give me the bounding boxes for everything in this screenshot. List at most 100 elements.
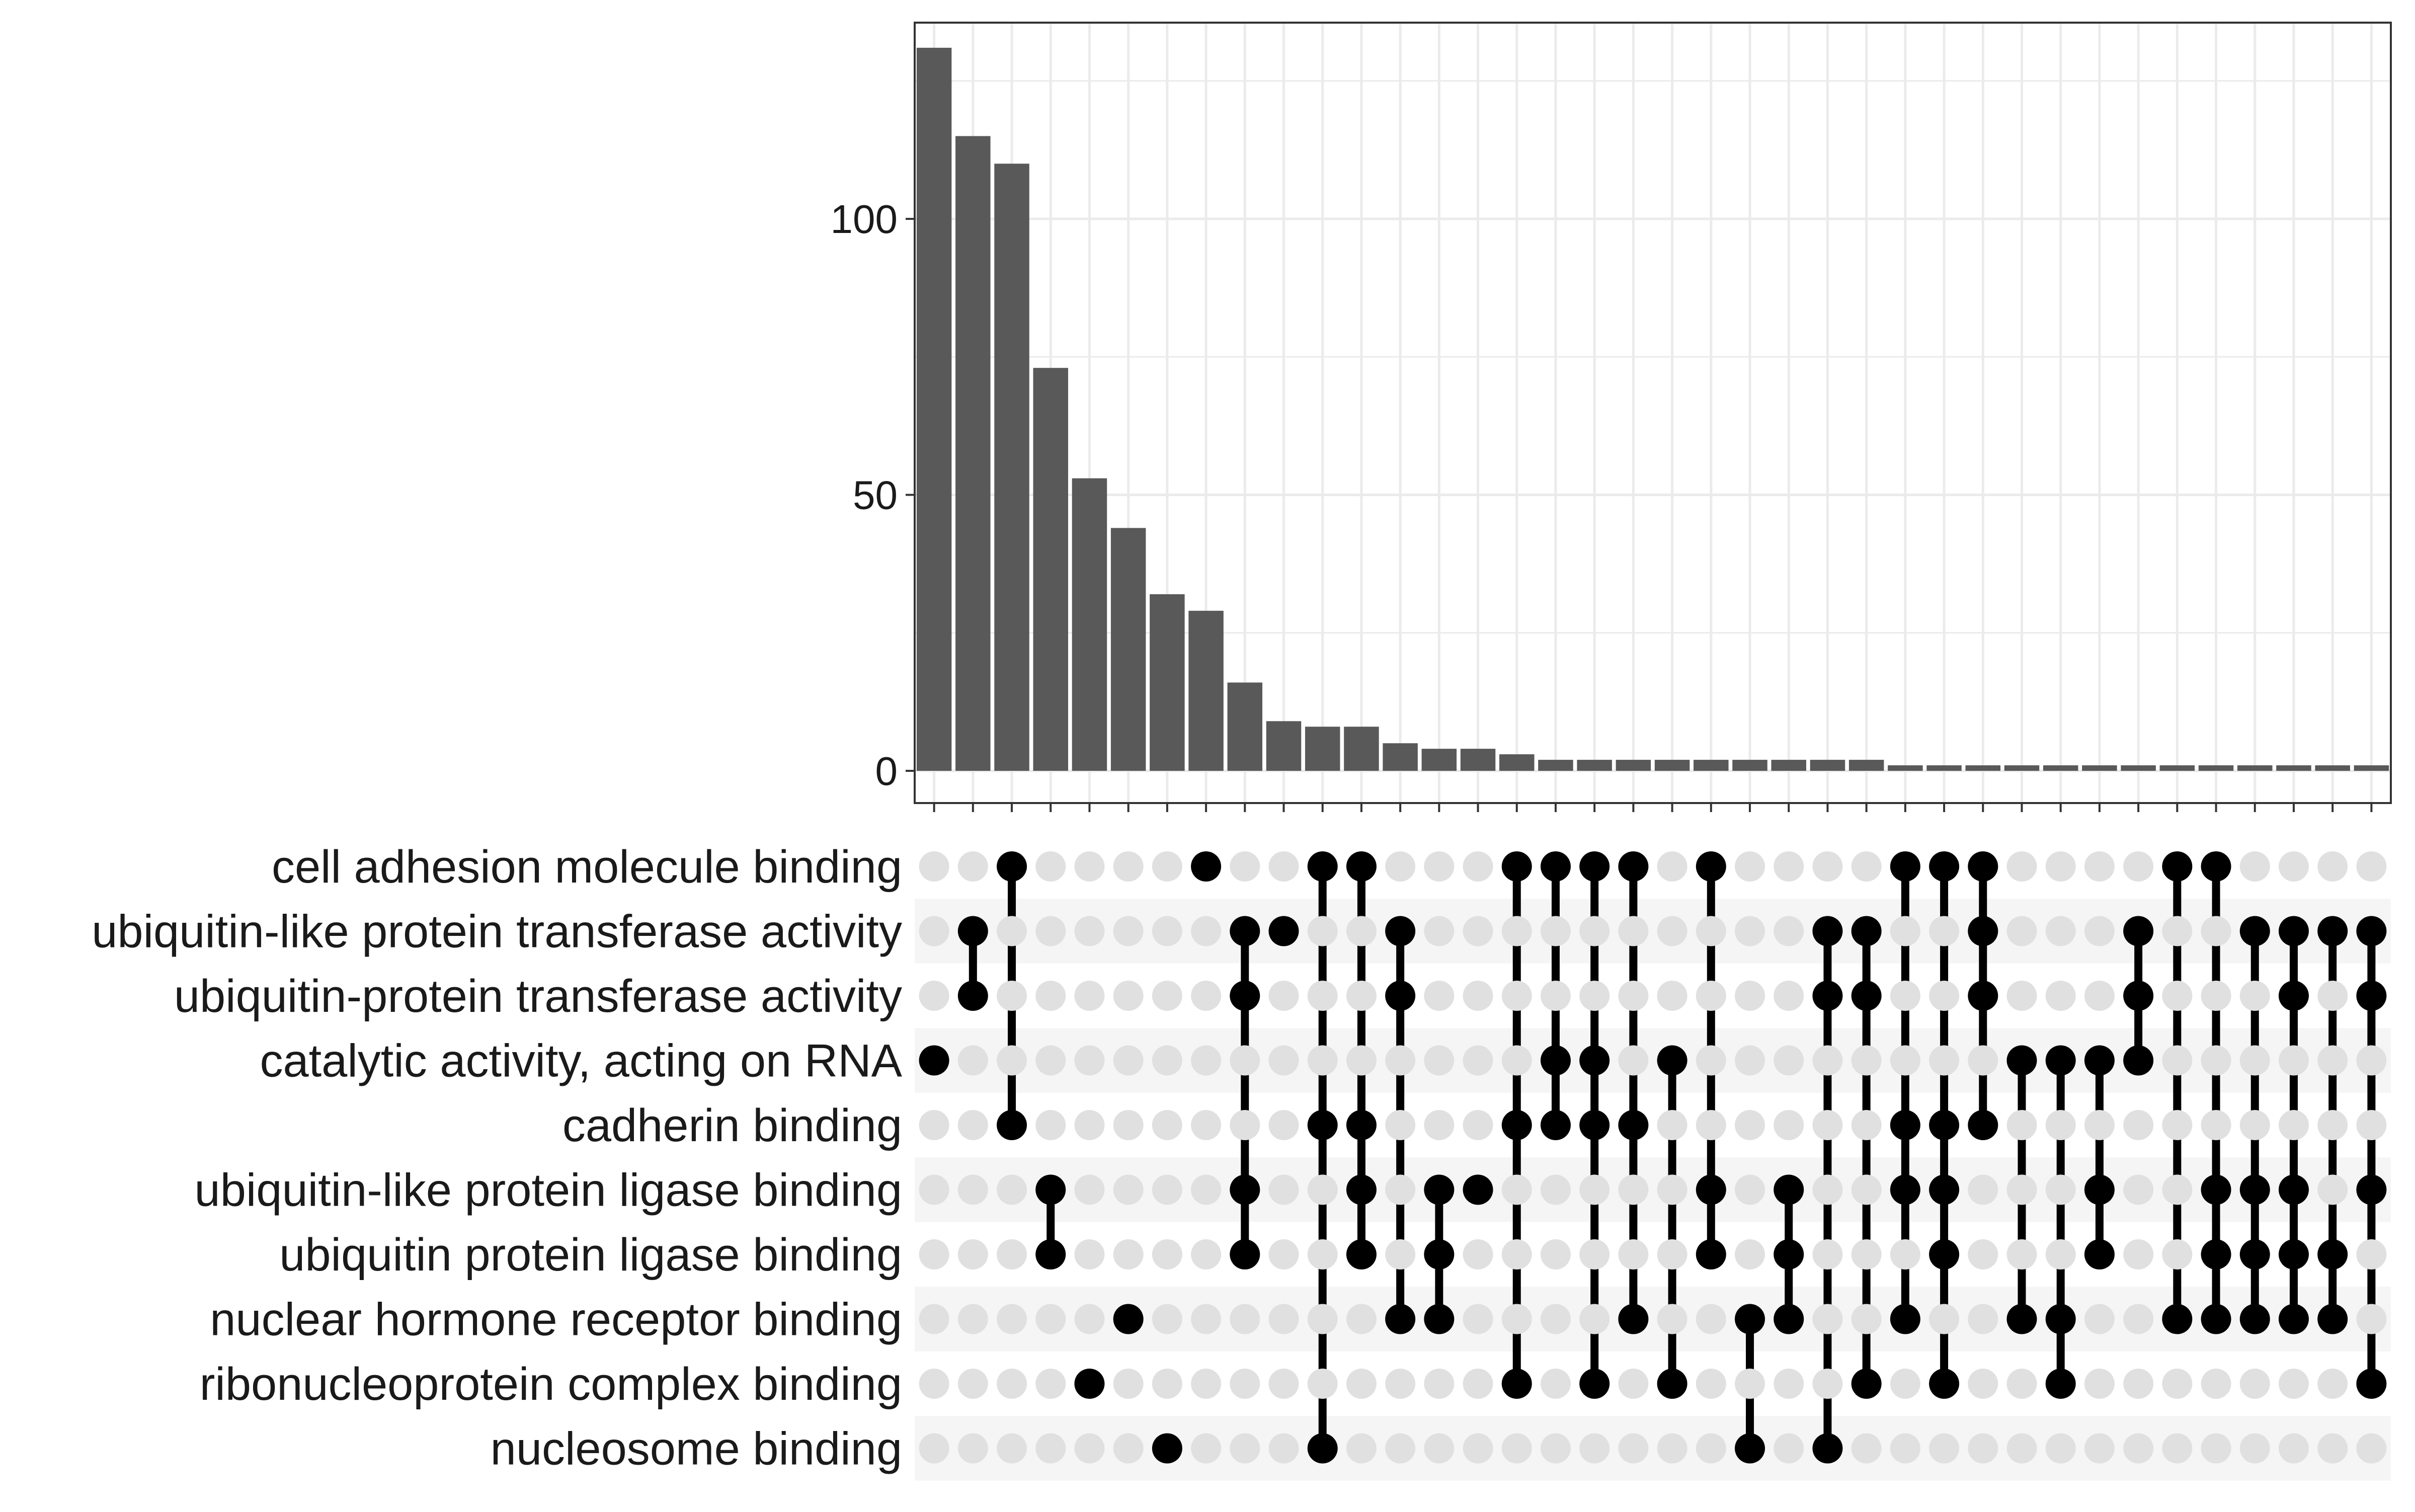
matrix-dot-active [1812,916,1843,946]
matrix-dot-inactive [1735,1369,1765,1399]
matrix-dot-inactive [1152,981,1182,1011]
matrix-dot-inactive [1268,1174,1299,1205]
matrix-dot-inactive [1657,1174,1687,1205]
matrix-dot-inactive [1735,851,1765,882]
matrix-dot-inactive [1579,981,1610,1011]
matrix-dot-inactive [1774,1433,1804,1464]
matrix-dot-active [1696,1174,1726,1205]
matrix-dot-inactive [1735,1045,1765,1076]
matrix-dot-active [1929,1369,1960,1399]
matrix-dot-active [1074,1369,1105,1399]
matrix-dot-inactive [2356,851,2387,882]
intersection-bar [1771,760,1806,771]
matrix-dot-inactive [2162,1369,2193,1399]
matrix-dot-inactive [1113,851,1144,882]
matrix-dot-inactive [1540,1369,1571,1399]
matrix-dot-inactive [1657,851,1687,882]
matrix-dot-inactive [1501,981,1532,1011]
matrix-dot-active [997,1110,1027,1140]
intersection-bar [1848,760,1884,771]
matrix-dot-active [1618,851,1649,882]
matrix-dot-inactive [1696,1304,1726,1334]
set-label: ribonucleoprotein complex binding [200,1359,902,1410]
matrix-dot-inactive [1501,1174,1532,1205]
matrix-dot-inactive [1113,1369,1144,1399]
matrix-dot-active [2201,1239,2231,1269]
x-axis-ticks [933,803,2373,812]
matrix-dot-active [1385,916,1416,946]
matrix-dot-active [1424,1304,1455,1334]
matrix-dot-inactive [1579,1433,1610,1464]
intersection-bar [2043,765,2078,771]
matrix-dot-inactive [1346,916,1377,946]
intersection-bar [2159,765,2195,771]
matrix-dot-inactive [1851,1045,1882,1076]
matrix-dot-inactive [997,981,1027,1011]
matrix-dot-inactive [1307,981,1338,1011]
matrix-dot-active [2239,1174,2270,1205]
matrix-dot-active [1890,1174,1920,1205]
matrix-dot-active [1696,851,1726,882]
matrix-dot-inactive [1657,1110,1687,1140]
matrix-dot-inactive [1735,981,1765,1011]
intersection-bar [1266,721,1302,771]
matrix-dot-active [1463,1174,1493,1205]
matrix-dot-inactive [1696,981,1726,1011]
matrix-dot-inactive [1191,1239,1222,1269]
matrix-dot-inactive [2317,1174,2348,1205]
matrix-dot-inactive [919,1433,949,1464]
matrix-dot-inactive [1385,1110,1416,1140]
matrix-dot-inactive [2239,1045,2270,1076]
intersection-bar [2082,765,2117,771]
matrix-dot-active [2278,1304,2309,1334]
matrix-dot-inactive [919,1239,949,1269]
intersection-bar [1344,727,1379,771]
matrix-dot-inactive [1074,916,1105,946]
matrix-dot-inactive [2084,851,2115,882]
intersection-bar [1227,682,1263,771]
set-label: ubiquitin-like protein transferase activ… [92,906,902,958]
matrix-dot-active [1579,1369,1610,1399]
matrix-dot-active [2045,1304,2076,1334]
set-label: cadherin binding [562,1100,902,1151]
matrix-dot-active [1812,981,1843,1011]
matrix-dot-active [1890,1304,1920,1334]
intersection-bar [955,136,991,771]
intersection-bar [1732,760,1767,771]
matrix-dot-inactive [2278,1369,2309,1399]
matrix-dot-active [1851,916,1882,946]
set-label: ubiquitin-protein transferase activity [174,971,902,1022]
matrix-dot-active [1774,1239,1804,1269]
matrix-dot-inactive [1929,1433,1960,1464]
matrix-dot-inactive [1307,1045,1338,1076]
matrix-dot-active [1657,1369,1687,1399]
matrix-dot-active [1346,1239,1377,1269]
matrix-dot-active [2162,1304,2193,1334]
matrix-dot-inactive [1812,1174,1843,1205]
matrix-dot-inactive [2123,1304,2154,1334]
matrix-dot-inactive [1035,1045,1066,1076]
matrix-dot-inactive [1268,1369,1299,1399]
matrix-dot-inactive [1346,1369,1377,1399]
matrix-dot-active [2317,916,2348,946]
matrix-dot-inactive [1696,916,1726,946]
matrix-dot-inactive [1113,981,1144,1011]
matrix-dot-inactive [1463,851,1493,882]
matrix-dot-inactive [2201,1369,2231,1399]
matrix-dot-inactive [1735,1239,1765,1269]
matrix-dot-inactive [1035,1433,1066,1464]
matrix-dot-inactive [2162,1174,2193,1205]
matrix-dot-inactive [1618,1369,1649,1399]
matrix-dot-inactive [2356,1304,2387,1334]
matrix-dot-inactive [1152,1304,1182,1334]
matrix-dot-active [957,981,988,1011]
matrix-dot-inactive [1035,981,1066,1011]
matrix-dot-inactive [1307,1174,1338,1205]
matrix-dot-active [1618,1304,1649,1334]
matrix-dot-inactive [1696,1110,1726,1140]
matrix-dot-inactive [1540,1239,1571,1269]
matrix-dot-active [1191,851,1222,882]
matrix-dot-active [2239,1239,2270,1269]
matrix-dot-inactive [997,1239,1027,1269]
